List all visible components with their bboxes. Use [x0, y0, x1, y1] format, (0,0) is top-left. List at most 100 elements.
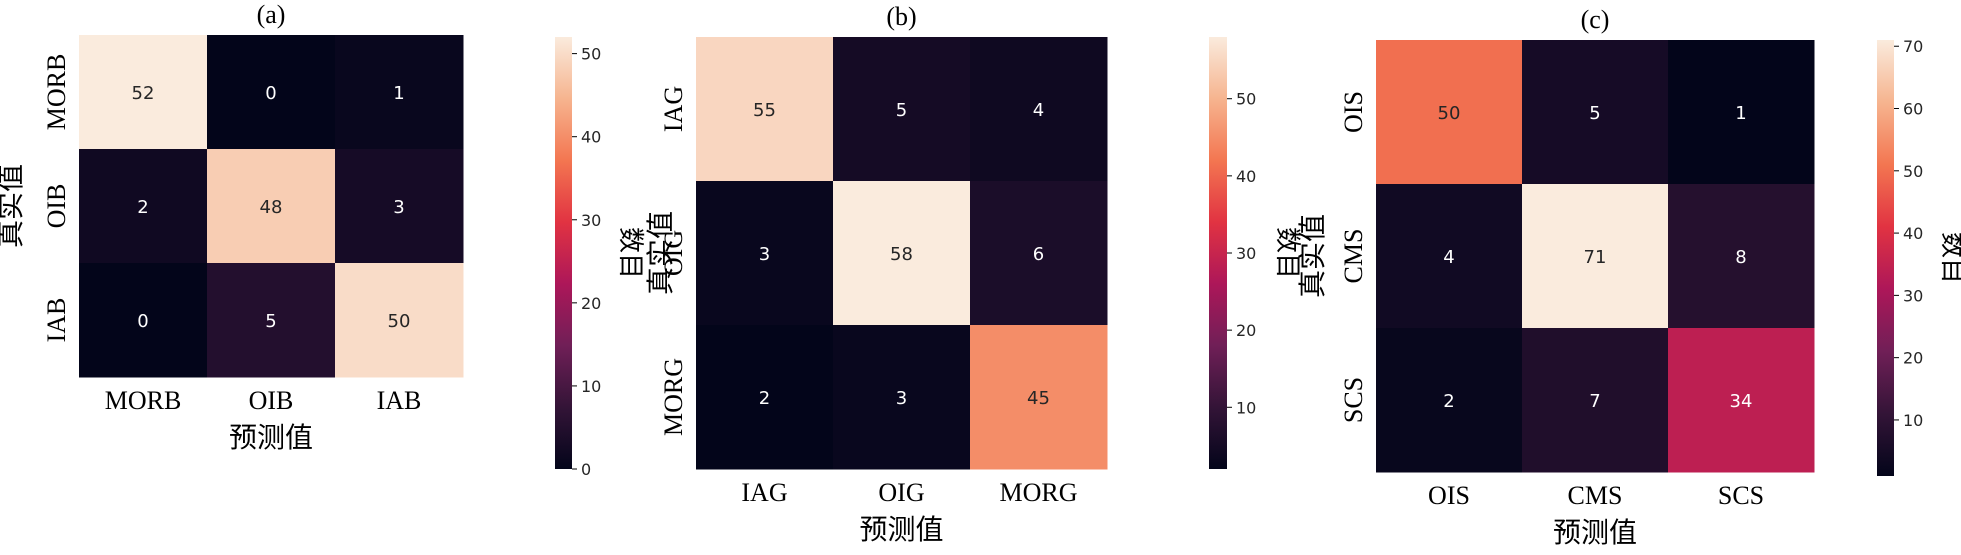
heatmap-cell: [696, 181, 834, 326]
heatmap-cell: [970, 325, 1108, 470]
x-tick-label: IAB: [377, 386, 422, 415]
heatmap-cell: [79, 263, 208, 378]
heatmap-cell: [696, 325, 834, 470]
colorbar-label: 数目: [1938, 232, 1961, 284]
heatmap-cell: [335, 35, 464, 150]
cell-value-label: 1: [1735, 103, 1746, 124]
x-tick-label: OIB: [249, 386, 294, 415]
cell-value-label: 4: [1033, 100, 1044, 121]
y-tick-label: IAB: [42, 298, 71, 343]
heatmap-cell: [79, 35, 208, 150]
heatmap-cell: [970, 37, 1108, 182]
colorbar-tick-label: 10: [1903, 411, 1923, 430]
y-tick-label: MORB: [42, 54, 71, 131]
x-tick-label: OIS: [1428, 481, 1470, 510]
cell-value-label: 5: [1589, 103, 1600, 124]
x-axis-label: 预测值: [859, 514, 943, 546]
y-tick-label: OIG: [659, 230, 688, 276]
x-tick-label: OIG: [878, 478, 924, 507]
cell-value-label: 50: [388, 311, 411, 332]
colorbar-tick-label: 40: [581, 128, 601, 147]
cell-value-label: 5: [896, 100, 907, 121]
colorbar-tick-label: 20: [581, 294, 601, 313]
cell-value-label: 55: [753, 100, 776, 121]
y-tick-label: CMS: [1339, 229, 1368, 284]
cell-value-label: 3: [393, 197, 404, 218]
heatmap-cell: [1376, 184, 1523, 329]
cell-value-label: 2: [137, 197, 148, 218]
panel-title: (b): [886, 2, 916, 31]
colorbar-tick-label: 60: [1903, 100, 1923, 119]
panel-title: (a): [257, 0, 286, 29]
cell-value-label: 7: [1589, 391, 1600, 412]
y-axis-label: 真实值: [1297, 214, 1329, 298]
cell-value-label: 45: [1027, 388, 1050, 409]
panel-title: (c): [1581, 5, 1610, 34]
cell-value-label: 2: [1443, 391, 1454, 412]
heatmap-cell: [1668, 328, 1815, 473]
heatmap-cell: [833, 37, 971, 182]
heatmap-cell: [833, 181, 971, 326]
heatmap-cell: [1522, 328, 1669, 473]
x-tick-label: MORG: [999, 478, 1077, 507]
cell-value-label: 52: [132, 83, 155, 104]
cell-value-label: 71: [1584, 247, 1607, 268]
colorbar-tick-label: 10: [1236, 398, 1256, 417]
heatmap-cell: [335, 149, 464, 264]
cell-value-label: 6: [1033, 244, 1044, 265]
colorbar-tick-label: 0: [581, 460, 591, 479]
cell-value-label: 3: [896, 388, 907, 409]
heatmap-cell: [207, 35, 336, 150]
heatmap-cell: [696, 37, 834, 182]
y-tick-label: MORG: [659, 358, 688, 436]
cell-value-label: 1: [393, 83, 404, 104]
heatmap-cell: [833, 325, 971, 470]
x-tick-label: MORB: [105, 386, 182, 415]
y-tick-label: IAG: [659, 86, 688, 132]
cell-value-label: 58: [890, 244, 913, 265]
colorbar-label: 数目: [616, 227, 645, 279]
heatmap-cell: [335, 263, 464, 378]
heatmap-cell: [207, 149, 336, 264]
colorbar-tick-label: 70: [1903, 37, 1923, 56]
cell-value-label: 8: [1735, 247, 1746, 268]
y-axis-label: 真实值: [0, 164, 27, 248]
x-tick-label: SCS: [1718, 481, 1764, 510]
colorbar-tick-label: 40: [1236, 167, 1256, 186]
colorbar-tick-label: 20: [1236, 321, 1256, 340]
colorbar-tick-label: 30: [581, 211, 601, 230]
cell-value-label: 0: [137, 311, 148, 332]
colorbar-tick-label: 20: [1903, 349, 1923, 368]
heatmap-cell: [970, 181, 1108, 326]
cell-value-label: 5: [265, 311, 276, 332]
y-tick-label: SCS: [1339, 377, 1368, 423]
y-tick-label: OIB: [42, 184, 71, 229]
cell-value-label: 50: [1438, 103, 1461, 124]
colorbar: [1209, 37, 1227, 469]
heatmap-cell: [1668, 184, 1815, 329]
x-axis-label: 预测值: [229, 422, 313, 454]
colorbar-tick-label: 30: [1236, 244, 1256, 263]
heatmap-cell: [1376, 40, 1523, 185]
cell-value-label: 3: [759, 244, 770, 265]
cell-value-label: 2: [759, 388, 770, 409]
heatmap-cell: [79, 149, 208, 264]
heatmap-cell: [1668, 40, 1815, 185]
colorbar-tick-label: 50: [581, 45, 601, 64]
colorbar-tick-label: 50: [1236, 90, 1256, 109]
x-tick-label: IAG: [741, 478, 787, 507]
colorbar-label: 数目: [1273, 227, 1302, 279]
colorbar-tick-label: 30: [1903, 286, 1923, 305]
cell-value-label: 4: [1443, 247, 1454, 268]
cell-value-label: 34: [1730, 391, 1753, 412]
colorbar-tick-label: 50: [1903, 162, 1923, 181]
y-tick-label: OIS: [1339, 91, 1368, 133]
x-axis-label: 预测值: [1553, 517, 1637, 549]
heatmap-cell: [1522, 184, 1669, 329]
colorbar: [1877, 40, 1894, 476]
heatmap-cell: [1522, 40, 1669, 185]
x-tick-label: CMS: [1568, 481, 1623, 510]
